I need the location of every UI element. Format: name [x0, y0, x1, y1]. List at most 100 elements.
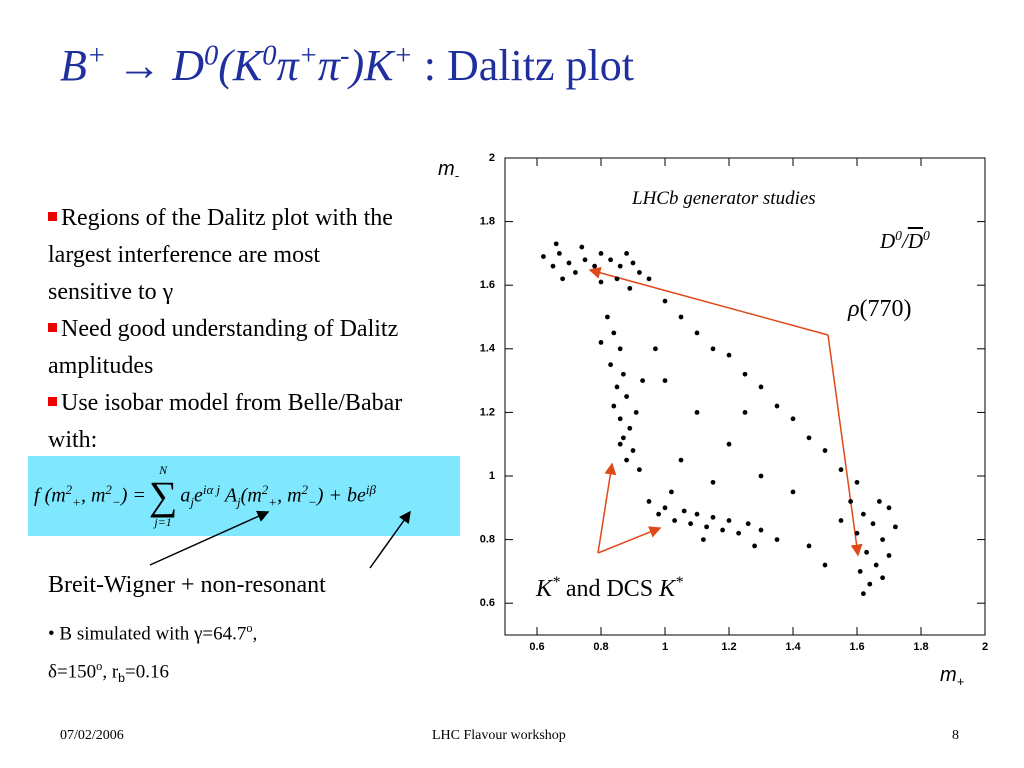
point: [864, 549, 869, 555]
x-tick-label: 1: [662, 641, 668, 653]
text-run: ) + be: [316, 484, 366, 507]
text-run: δ=150: [48, 661, 97, 683]
text-run: 2: [65, 481, 73, 497]
bullet: Use isobar model from Belle/Babar with:: [48, 385, 408, 459]
slide-title: B+ → D0(K0π+π-)K+ : Dalitz plot: [60, 40, 634, 91]
text-run: +: [393, 40, 413, 72]
point: [806, 435, 812, 441]
point: [745, 521, 751, 527]
arrow: [827, 334, 863, 557]
caption: Breit-Wigner + non-resonant: [48, 572, 326, 599]
point: [553, 241, 559, 247]
point: [710, 346, 716, 352]
text-run: (770): [859, 296, 912, 322]
y-axis-label: m-: [438, 158, 464, 183]
point: [566, 260, 572, 266]
point: [624, 394, 629, 399]
point: [637, 270, 642, 275]
bullet: Regions of the Dalitz plot with the larg…: [48, 200, 408, 311]
text-run: 2: [301, 481, 309, 497]
text-run: e: [193, 484, 203, 507]
point: [877, 499, 882, 504]
note: δ=150o, rb=0.16: [48, 650, 257, 695]
text-run: iβ: [365, 481, 376, 497]
text-run: π: [276, 41, 299, 90]
point: [710, 514, 716, 520]
point: [694, 330, 700, 336]
text-run: +: [956, 674, 965, 689]
text-run: *: [675, 574, 683, 591]
y-tick-label: 1.8: [480, 216, 495, 228]
text-run: -: [454, 168, 460, 183]
sum-lower: j=1: [154, 515, 172, 529]
point: [582, 257, 588, 263]
x-tick-label: 0.8: [593, 641, 608, 653]
text-run: =0.16: [125, 661, 170, 683]
point: [605, 314, 610, 320]
text-run: , r: [102, 661, 119, 683]
point: [742, 410, 748, 415]
point: [617, 346, 623, 352]
point: [694, 410, 700, 415]
text-run: Need good understanding of Dalitz amplit…: [48, 316, 399, 379]
text-run: a: [180, 484, 191, 507]
point: [694, 511, 700, 517]
point: [656, 511, 661, 517]
point: [630, 448, 636, 453]
text-run: 0: [262, 40, 277, 72]
arrow: [588, 266, 829, 336]
arrow: [597, 526, 662, 554]
arrows: [588, 266, 863, 557]
text-run: *: [552, 574, 560, 591]
point: [893, 524, 898, 530]
text-run: Use isobar model from Belle/Babar with:: [48, 390, 403, 453]
point: [880, 575, 885, 581]
note: • B simulated with γ=64.7o,: [48, 612, 257, 650]
point: [541, 254, 546, 259]
sum: N ∑ j=1: [149, 464, 178, 528]
point: [624, 457, 629, 463]
point: [617, 441, 623, 447]
point: [550, 263, 556, 269]
text-run: +: [86, 40, 107, 72]
text-run: (m: [240, 484, 262, 507]
y-tick-label: 1.6: [480, 279, 495, 291]
point: [611, 403, 617, 409]
text-run: ρ: [848, 296, 860, 322]
y-tick-label: 1.4: [480, 343, 496, 355]
text-run: b: [118, 671, 126, 686]
text-run: , m: [277, 484, 302, 507]
point: [720, 527, 725, 533]
arrow: [597, 462, 617, 554]
point: [752, 543, 757, 549]
point: [662, 378, 668, 383]
text-run: LHCb generator studies: [632, 188, 816, 209]
point: [669, 489, 674, 495]
point: [633, 410, 639, 415]
point: [886, 505, 892, 511]
text-run: D: [172, 41, 204, 90]
text-run: K: [659, 576, 676, 602]
text-run: −: [111, 494, 121, 510]
point: [611, 330, 617, 336]
point: [870, 521, 876, 527]
point: [637, 467, 642, 473]
text-run: o: [96, 659, 103, 674]
x-tick-label: 2: [982, 641, 988, 653]
point: [790, 489, 796, 495]
y-tick-label: 0.8: [480, 534, 495, 546]
point: [678, 314, 684, 320]
x-tick-label: 1.8: [913, 641, 928, 653]
text-run: +: [298, 40, 318, 72]
formula: f (m2+, m2−) = N ∑ j=1 ajeiα j Aj(m2+, m…: [28, 456, 460, 536]
footer-date: 07/02/2006: [60, 728, 124, 743]
text-run: f: [34, 484, 40, 507]
text-run: 2: [261, 481, 269, 497]
text-run: A: [220, 484, 238, 507]
sum-upper: N: [159, 463, 168, 477]
point: [822, 448, 828, 453]
text-run: , m: [80, 484, 106, 507]
point: [806, 543, 812, 549]
